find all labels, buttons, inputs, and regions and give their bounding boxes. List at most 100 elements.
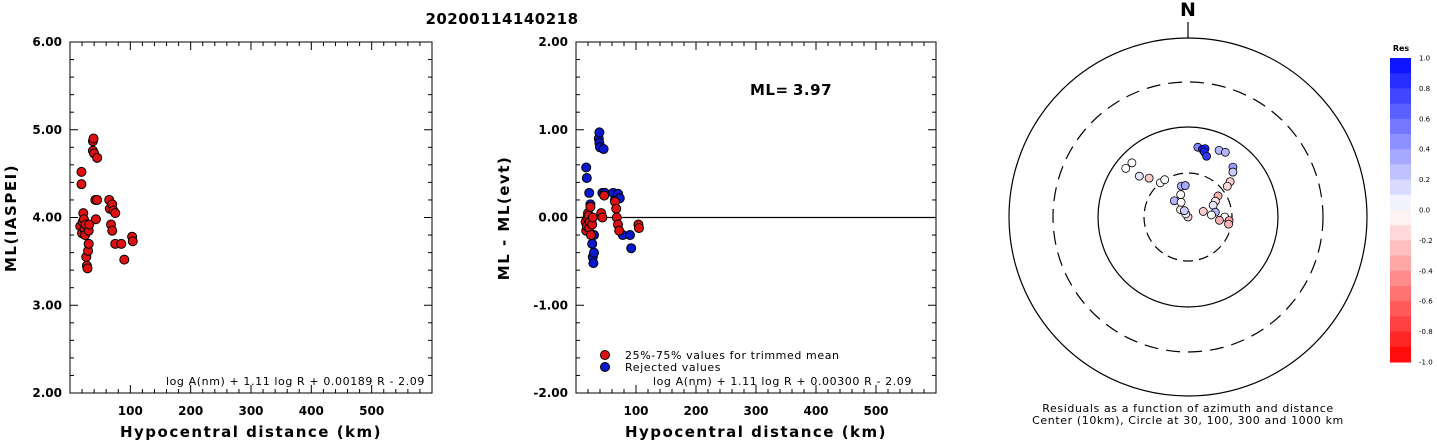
station-residual-marker	[1202, 151, 1211, 161]
left-plot-frame	[69, 41, 433, 394]
left-data-point	[127, 236, 138, 247]
colorbar-tick-label: 0.8	[1419, 85, 1430, 93]
rejected-data-point	[626, 243, 637, 254]
north-label: N	[1180, 0, 1196, 21]
left-x-tick-label: 200	[178, 404, 203, 418]
middle-y-tick-label: 1.00	[538, 123, 568, 137]
polar-caption-line1: Residuals as a function of azimuth and d…	[1042, 402, 1333, 415]
station-residual-marker	[1144, 173, 1154, 183]
left-chart: ML(IASPEI) Hypocentral distance (km) log…	[2, 35, 433, 441]
colorbar-swatch	[1390, 301, 1411, 317]
rejected-data-point	[589, 247, 599, 258]
left-data-point	[119, 254, 130, 265]
left-data-point	[82, 263, 93, 274]
ml-label: ML=	[750, 81, 789, 99]
station-residual-marker	[1176, 197, 1186, 207]
left-y-label: ML(IASPEI)	[2, 164, 20, 272]
colorbar-swatch	[1390, 194, 1411, 211]
colorbar-swatch	[1390, 240, 1411, 257]
station-residual-marker	[1207, 210, 1216, 220]
left-x-tick-label: 100	[118, 404, 143, 418]
left-data-point	[107, 225, 118, 236]
station-residual-marker	[1134, 171, 1144, 181]
trimmed-data-point	[634, 223, 644, 234]
rejected-data-point	[581, 162, 592, 173]
colorbar-swatch	[1390, 270, 1411, 287]
left-data-point	[83, 238, 94, 249]
middle-x-tick-label: 500	[863, 404, 888, 418]
middle-y-tick-label: -1.00	[533, 298, 568, 312]
colorbar-swatch	[1390, 149, 1411, 165]
middle-formula: log A(nm) + 1.11 log R + 0.00300 R - 2.0…	[653, 375, 912, 388]
left-data-point	[76, 166, 87, 177]
colorbar-swatch	[1390, 134, 1411, 150]
middle-x-tick-label: 300	[743, 404, 768, 418]
colorbar-swatch	[1390, 255, 1411, 272]
left-data-point	[90, 214, 101, 225]
left-data-point	[92, 152, 103, 163]
colorbar-tick-label: 1.0	[1419, 55, 1430, 63]
station-residual-marker	[1228, 167, 1238, 177]
left-y-tick-label: 2.00	[32, 386, 62, 400]
colorbar-tick-label: -0.4	[1419, 267, 1433, 275]
middle-y-label: ML - ML(evt)	[495, 156, 513, 280]
left-data-point	[92, 194, 103, 205]
colorbar-tick-label: 0.4	[1419, 146, 1431, 154]
station-residual-marker	[1198, 207, 1208, 216]
colorbar-swatch	[1390, 58, 1411, 74]
colorbar-swatch	[1390, 331, 1411, 348]
colorbar-tick-label: -1.0	[1419, 359, 1433, 367]
legend-rejected-label: Rejected values	[625, 361, 721, 374]
left-x-tick-label: 500	[359, 404, 384, 418]
trimmed-data-point	[586, 230, 596, 241]
left-data-point	[88, 133, 99, 144]
colorbar-swatch	[1390, 346, 1411, 363]
polar-caption-line2: Center (10km), Circle at 30, 100, 300 an…	[1032, 414, 1344, 427]
station-residual-marker	[1160, 175, 1170, 185]
trimmed-data-point	[611, 203, 622, 214]
trimmed-data-point	[614, 225, 625, 236]
station-residual-marker	[1222, 181, 1232, 191]
legend-rejected-marker	[600, 362, 610, 372]
rejected-data-point	[587, 238, 598, 249]
left-data-point	[116, 238, 127, 249]
station-residual-marker	[1224, 219, 1234, 229]
colorbar-tick-label: 0.6	[1419, 115, 1431, 123]
left-y-tick-label: 4.00	[32, 211, 62, 225]
colorbar-swatch	[1390, 179, 1411, 196]
trimmed-data-point	[587, 212, 598, 223]
left-x-tick-label: 300	[238, 404, 263, 418]
middle-y-tick-label: 0.00	[538, 211, 568, 225]
colorbar-swatch	[1390, 73, 1411, 89]
trimmed-data-point	[599, 190, 610, 201]
colorbar-tick-label: -0.8	[1419, 328, 1433, 336]
trimmed-data-point	[585, 201, 596, 212]
station-residual-marker	[1176, 190, 1186, 200]
colorbar-tick-label: -0.2	[1419, 237, 1433, 245]
middle-x-tick-label: 400	[803, 404, 828, 418]
left-y-tick-label: 3.00	[32, 298, 62, 312]
station-residual-marker	[1121, 163, 1131, 173]
colorbar-swatch	[1390, 118, 1411, 135]
middle-x-label: Hypocentral distance (km)	[625, 423, 887, 441]
rejected-data-point	[588, 258, 599, 269]
left-x-label: Hypocentral distance (km)	[120, 423, 382, 441]
station-residual-marker	[1220, 147, 1230, 157]
rejected-data-point	[625, 230, 635, 241]
middle-chart: ML - ML(evt) Hypocentral distance (km) M…	[495, 35, 937, 441]
left-formula: log A(nm) + 1.11 log R + 0.00189 R - 2.0…	[166, 375, 425, 388]
rejected-data-point	[584, 187, 595, 198]
colorbar-tick-label: 0.0	[1419, 207, 1430, 215]
colorbar-swatch	[1390, 210, 1411, 226]
colorbar-swatch	[1390, 286, 1411, 302]
colorbar-swatch	[1390, 225, 1411, 241]
colorbar-swatch	[1390, 316, 1411, 333]
legend-trimmed-marker	[600, 350, 610, 360]
left-data-point	[84, 219, 95, 230]
polar-residual-plot: N Residuals as a function of azimuth and…	[1008, 0, 1368, 427]
rejected-data-point	[594, 127, 605, 138]
middle-x-tick-label: 200	[683, 404, 708, 418]
event-title: 20200114140218	[425, 10, 578, 28]
station-residual-marker	[1180, 181, 1190, 190]
